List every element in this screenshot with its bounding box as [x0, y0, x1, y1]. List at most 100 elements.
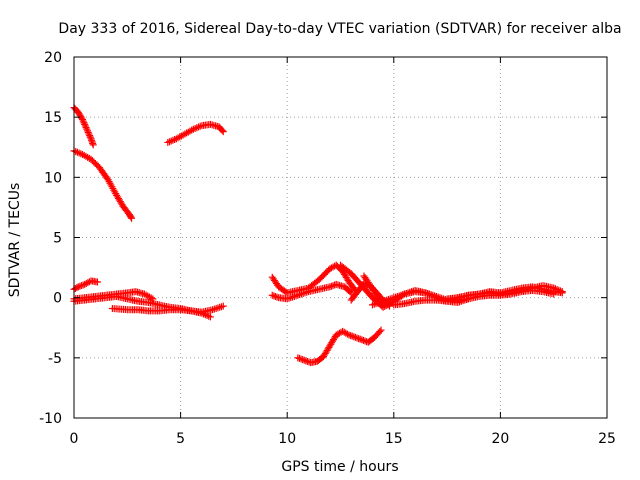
data-point	[76, 282, 84, 290]
series-arc9	[268, 280, 355, 303]
data-point	[359, 336, 367, 344]
data-point	[553, 285, 561, 293]
data-point	[169, 136, 177, 144]
grid	[74, 57, 607, 418]
x-tick-label: 25	[598, 431, 616, 447]
data-point	[167, 137, 175, 145]
x-axis-label: GPS time / hours	[281, 459, 398, 475]
data-point	[373, 291, 381, 299]
data-point	[81, 122, 89, 130]
data-point	[84, 128, 92, 136]
data-point	[355, 335, 363, 343]
data-point	[327, 282, 335, 290]
data-point	[219, 128, 227, 136]
data-point	[166, 138, 174, 146]
series-arc15	[443, 282, 566, 303]
data-point	[356, 335, 364, 343]
chart-title: Day 333 of 2016, Sidereal Day-to-day VTE…	[58, 21, 621, 37]
data-point	[82, 124, 90, 132]
series-arc16	[294, 326, 385, 367]
y-tick-label: 15	[44, 110, 62, 126]
data-point	[81, 120, 89, 128]
y-tick-label: 10	[44, 170, 62, 186]
data-point	[302, 357, 310, 365]
x-tick-label: 20	[491, 431, 509, 447]
data-point	[75, 149, 83, 157]
data-point	[164, 138, 172, 146]
data-point	[149, 295, 157, 303]
data-point	[191, 124, 199, 132]
data-point	[329, 282, 337, 290]
data-point	[350, 333, 358, 341]
data-point	[271, 292, 279, 300]
series-arc7	[108, 302, 227, 316]
x-tick-label: 10	[278, 431, 296, 447]
ticks	[73, 56, 608, 419]
data-point	[206, 313, 214, 321]
data-point	[196, 122, 204, 130]
data-point	[219, 302, 227, 310]
data-point	[294, 354, 302, 362]
data-point	[127, 213, 135, 221]
y-tick-label: 0	[53, 291, 62, 307]
data-point	[303, 357, 311, 365]
x-tick-label: 15	[385, 431, 403, 447]
data-point	[171, 136, 179, 144]
data-point	[73, 148, 81, 156]
data-point	[128, 214, 136, 222]
data-point	[297, 355, 305, 363]
data-point	[77, 150, 85, 158]
data-point	[353, 334, 361, 342]
data-point	[93, 278, 101, 286]
data-point	[351, 333, 359, 341]
y-tick-label: -10	[39, 411, 62, 427]
y-axis-label: SDTVAR / TECUs	[7, 183, 23, 298]
x-tick-label: 5	[176, 431, 185, 447]
data-point	[74, 283, 82, 291]
data-point	[346, 288, 354, 296]
data-point	[72, 148, 80, 156]
series-arc4	[70, 277, 101, 293]
data-point	[348, 332, 356, 340]
data-point	[386, 302, 394, 310]
data-point	[189, 125, 197, 133]
y-tick-label: -5	[48, 351, 62, 367]
data-point	[557, 287, 565, 295]
data-point	[270, 292, 278, 300]
data-point	[551, 285, 559, 293]
series-arc2	[70, 147, 136, 222]
series-arc3	[164, 120, 227, 146]
data-point	[326, 283, 334, 291]
data-point	[377, 326, 385, 334]
data-point	[558, 288, 566, 296]
data-point	[345, 331, 353, 339]
data-point	[73, 284, 81, 292]
data-point	[193, 124, 201, 132]
data-point	[347, 332, 355, 340]
y-tick-label: 5	[53, 231, 62, 247]
data-point	[299, 356, 307, 364]
data-point	[195, 123, 203, 131]
data-point	[188, 126, 196, 134]
data-point	[89, 141, 97, 149]
data-point	[376, 328, 384, 336]
data-point	[550, 284, 558, 292]
data-point	[218, 126, 226, 134]
data-point	[295, 354, 303, 362]
data-point	[273, 293, 281, 301]
data-point	[78, 114, 86, 122]
data-point	[550, 290, 558, 298]
data-point	[79, 117, 87, 125]
y-tick-label: 20	[44, 50, 62, 66]
data-point	[79, 281, 87, 289]
series-arc1	[70, 104, 97, 149]
data-layer	[70, 104, 566, 367]
data-point	[373, 293, 381, 301]
data-point	[83, 125, 91, 133]
data-point	[86, 132, 94, 140]
data-point	[343, 330, 351, 338]
data-point	[268, 291, 276, 299]
data-point	[85, 130, 93, 138]
